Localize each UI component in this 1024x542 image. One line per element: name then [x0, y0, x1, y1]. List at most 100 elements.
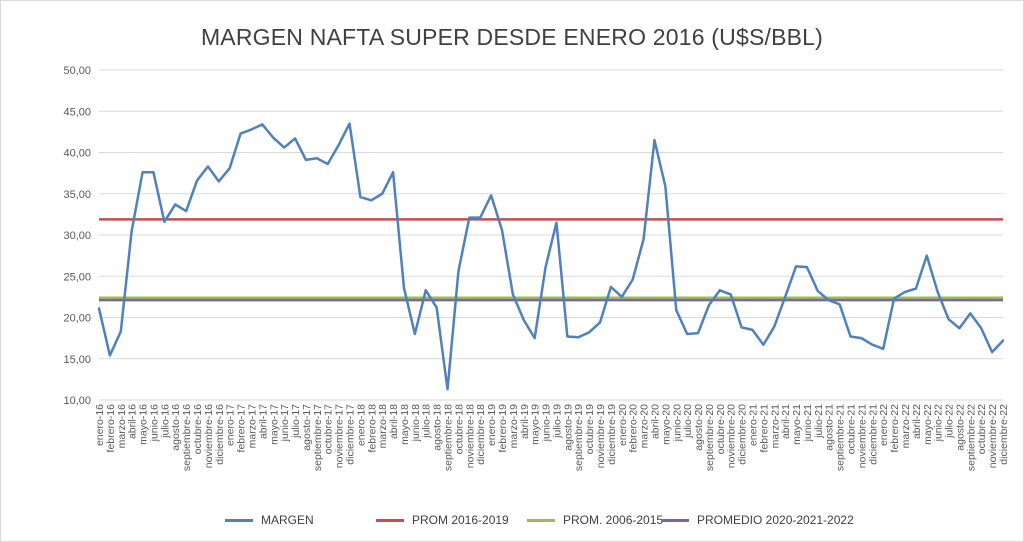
x-tick-label: julio-16 — [159, 404, 171, 439]
x-tick-label: julio-18 — [421, 404, 433, 439]
x-tick-label: enero-18 — [355, 404, 367, 446]
x-tick-label: diciembre-20 — [737, 404, 749, 465]
x-tick-label: febrero-16 — [105, 404, 117, 453]
x-tick-label: agosto-17 — [301, 404, 313, 451]
x-tick-label: diciembre-17 — [345, 404, 357, 465]
x-tick-label: mayo-16 — [138, 404, 150, 445]
x-tick-label: junio-20 — [671, 404, 683, 443]
x-tick-label: abril-17 — [257, 404, 269, 439]
x-tick-label: mayo-22 — [922, 404, 934, 445]
x-tick-label: mayo-20 — [660, 404, 672, 445]
legend-swatch-prom-2006-2015 — [527, 518, 555, 522]
legend-swatch-margen — [225, 518, 253, 522]
x-tick-label: marzo-16 — [116, 404, 128, 449]
x-tick-label: junio-22 — [933, 404, 945, 443]
x-tick-label: mayo-19 — [530, 404, 542, 445]
legend-item-margen: MARGEN — [225, 508, 314, 532]
x-axis-ticks: enero-16febrero-16marzo-16abril-16mayo-1… — [94, 404, 1010, 471]
x-tick-label: agosto-22 — [954, 404, 966, 451]
x-tick-label: septiembre-17 — [312, 404, 324, 471]
x-tick-label: noviembre-20 — [726, 404, 738, 468]
x-tick-label: julio-19 — [551, 404, 563, 439]
x-tick-label: octubre-17 — [323, 404, 335, 454]
x-tick-label: junio-16 — [148, 404, 160, 443]
x-tick-label: marzo-21 — [769, 404, 781, 449]
legend-label-margen: MARGEN — [261, 513, 314, 527]
y-tick-label: 30,00 — [63, 230, 91, 242]
x-tick-label: marzo-17 — [246, 404, 258, 449]
y-tick-label: 15,00 — [63, 354, 91, 366]
legend-item-promedio-2020-2021-2022: PROMEDIO 2020-2021-2022 — [661, 508, 854, 532]
legend-label-prom-2006-2015: PROM. 2006-2015 — [563, 513, 664, 527]
x-tick-label: marzo-22 — [900, 404, 912, 449]
y-tick-label: 40,00 — [63, 148, 91, 160]
legend-label-promedio-2020-2021-2022: PROMEDIO 2020-2021-2022 — [697, 513, 854, 527]
chart-title: MARGEN NAFTA SUPER DESDE ENERO 2016 (U$S… — [200, 24, 824, 50]
x-tick-label: marzo-20 — [639, 404, 651, 449]
legend-swatch-prom-2016-2019 — [376, 518, 404, 522]
x-tick-label: mayo-17 — [268, 404, 280, 445]
legend-item-prom-2006-2015: PROM. 2006-2015 — [527, 508, 663, 532]
x-tick-label: julio-20 — [682, 404, 694, 439]
x-tick-label: abril-19 — [519, 404, 531, 439]
x-tick-label: agosto-21 — [824, 404, 836, 451]
x-tick-label: febrero-17 — [236, 404, 248, 453]
x-tick-label: febrero-22 — [889, 404, 901, 453]
x-tick-label: agosto-19 — [562, 404, 574, 451]
margin-series — [97, 122, 1005, 391]
x-tick-label: enero-21 — [747, 404, 759, 446]
y-tick-label: 25,00 — [63, 271, 91, 283]
legend-item-prom-2016-2019: PROM 2016-2019 — [376, 508, 509, 532]
x-tick-label: abril-22 — [911, 404, 923, 439]
x-tick-label: julio-22 — [944, 404, 956, 439]
x-tick-label: noviembre-21 — [856, 404, 868, 468]
x-tick-label: septiembre-21 — [835, 404, 847, 471]
y-axis-ticks: 10,00 15,00 20,00 25,00 30,00 35,00 40,00 45,00… — [63, 65, 91, 407]
y-tick-label: 10,00 — [63, 395, 91, 407]
x-tick-label: febrero-18 — [366, 404, 378, 453]
x-tick-label: junio-18 — [410, 404, 422, 443]
x-tick-label: diciembre-19 — [606, 404, 618, 465]
x-tick-label: agosto-18 — [432, 404, 444, 451]
x-tick-label: noviembre-17 — [334, 404, 346, 468]
x-tick-label: noviembre-19 — [595, 404, 607, 468]
x-tick-label: noviembre-22 — [987, 404, 999, 468]
x-tick-label: septiembre-20 — [704, 404, 716, 471]
x-tick-label: diciembre-16 — [214, 404, 226, 465]
x-tick-label: junio-17 — [279, 404, 291, 443]
y-tick-label: 35,00 — [63, 189, 91, 201]
x-tick-label: julio-21 — [813, 404, 825, 439]
x-tick-label: junio-19 — [541, 404, 553, 443]
x-tick-label: septiembre-18 — [443, 404, 455, 471]
average-lines — [99, 218, 1003, 302]
legend-label-prom-2016-2019: PROM 2016-2019 — [412, 513, 509, 527]
x-tick-label: febrero-20 — [628, 404, 640, 453]
x-tick-label: mayo-21 — [791, 404, 803, 445]
legend-swatch-promedio-2020-2021-2022 — [661, 518, 689, 522]
x-tick-label: junio-21 — [802, 404, 814, 443]
series-line-margen — [97, 122, 1005, 391]
legend: MARGEN PROM 2016-2019 PROM. 2006-2015 PR… — [0, 508, 1024, 532]
y-tick-label: 20,00 — [63, 313, 91, 325]
x-tick-label: noviembre-16 — [203, 404, 215, 468]
y-tick-label: 45,00 — [63, 106, 91, 118]
x-tick-label: agosto-16 — [170, 404, 182, 451]
x-tick-label: octubre-22 — [976, 404, 988, 454]
x-tick-label: enero-17 — [225, 404, 237, 446]
y-tick-label: 50,00 — [63, 65, 91, 77]
x-tick-label: diciembre-21 — [867, 404, 879, 465]
x-tick-label: diciembre-18 — [475, 404, 487, 465]
x-tick-label: febrero-19 — [497, 404, 509, 453]
x-tick-label: abril-21 — [780, 404, 792, 439]
x-tick-label: enero-20 — [617, 404, 629, 446]
x-tick-label: julio-17 — [290, 404, 302, 439]
gridlines — [99, 69, 1003, 401]
x-tick-label: noviembre-18 — [464, 404, 476, 468]
x-tick-label: septiembre-19 — [573, 404, 585, 471]
x-tick-label: octubre-16 — [192, 404, 204, 454]
x-tick-label: marzo-18 — [377, 404, 389, 449]
x-tick-label: octubre-20 — [715, 404, 727, 454]
x-tick-label: enero-22 — [878, 404, 890, 446]
